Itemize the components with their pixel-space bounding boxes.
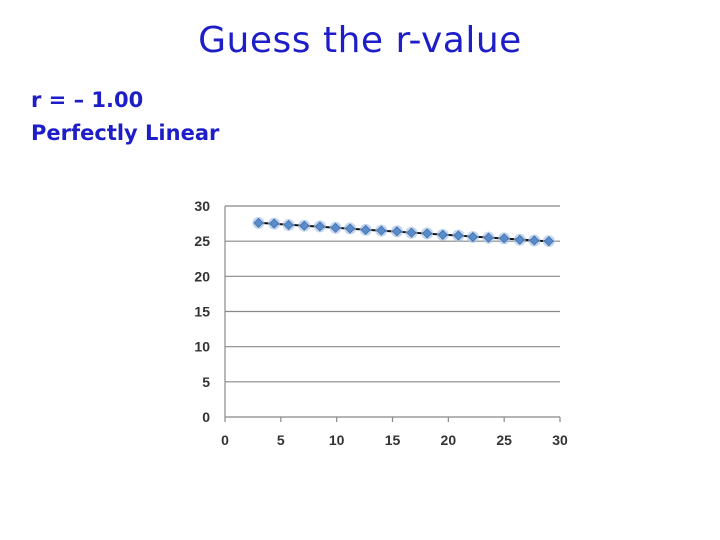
y-tick-label: 15	[194, 304, 210, 320]
y-tick-label: 30	[194, 198, 210, 214]
data-point	[330, 222, 341, 233]
r-value-label: r = – 1.00	[31, 88, 144, 112]
x-tick-label: 5	[277, 432, 285, 448]
y-tick-label: 0	[202, 409, 210, 425]
data-point	[453, 230, 464, 241]
data-point	[499, 233, 510, 244]
y-tick-label: 5	[202, 374, 210, 390]
x-tick-label: 10	[329, 432, 345, 448]
data-point	[253, 217, 264, 228]
x-tick-label: 0	[221, 432, 229, 448]
data-point	[406, 227, 417, 238]
data-point	[467, 231, 478, 243]
x-tick-label: 25	[496, 432, 512, 448]
data-point	[269, 218, 280, 229]
data-point	[543, 236, 554, 247]
y-tick-label: 10	[194, 339, 210, 355]
data-point	[391, 226, 403, 237]
x-tick-label: 15	[385, 432, 401, 448]
data-point	[483, 232, 494, 243]
data-point	[360, 224, 371, 235]
y-tick-label: 25	[194, 233, 210, 249]
data-point	[283, 219, 294, 231]
data-point	[514, 234, 525, 245]
data-point	[376, 225, 387, 236]
slide-title: Guess the r-value	[198, 20, 522, 61]
correlation-description: Perfectly Linear	[31, 121, 220, 145]
y-tick-label: 20	[194, 268, 210, 284]
data-point	[299, 220, 310, 231]
data-point	[422, 228, 433, 239]
data-point	[529, 235, 540, 246]
data-point	[345, 223, 356, 234]
data-point	[314, 221, 325, 232]
data-point	[437, 229, 448, 240]
x-tick-label: 20	[441, 432, 457, 448]
x-tick-label: 30	[552, 432, 568, 448]
